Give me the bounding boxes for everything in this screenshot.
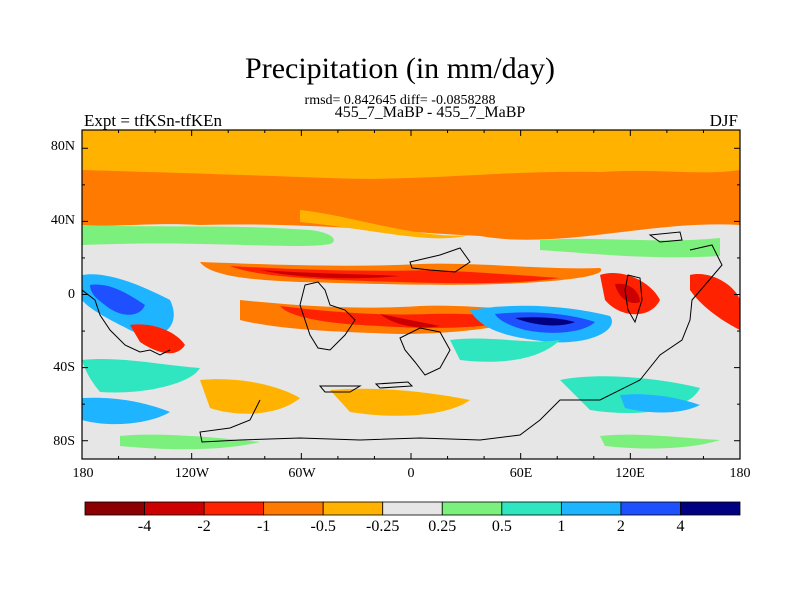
colorbar-label: -4 [137, 518, 152, 535]
colorbar-swatch [620, 501, 681, 516]
x-tick-label: 180 [72, 466, 94, 481]
colorbar-label: 1 [557, 518, 566, 535]
colorbar [84, 501, 741, 516]
x-tick-label: 60W [288, 466, 316, 481]
x-tick-label: 0 [407, 466, 415, 481]
colorbar-label: -2 [197, 518, 211, 535]
colorbar-swatch [263, 501, 324, 516]
stats-text: rmsd= 0.842645 diff= -0.0858288 [304, 93, 496, 108]
y-tick-label: 0 [68, 287, 75, 302]
colorbar-label: 0.25 [428, 518, 457, 535]
x-tick-label: 120E [615, 466, 645, 481]
x-tick-label: 180 [729, 466, 751, 481]
colorbar-swatch [144, 501, 205, 516]
colorbar-label: 0.5 [491, 518, 512, 535]
season-label: DJF [709, 111, 738, 130]
colorbar-swatch [84, 501, 145, 516]
coastlines [82, 231, 723, 443]
colorbar-swatch [203, 501, 265, 516]
colorbar-swatch [322, 501, 384, 516]
colorbar-swatch [501, 501, 562, 516]
map-title: Precipitation (in mm/day) [245, 52, 555, 85]
colorbar-label: -1 [256, 518, 271, 535]
y-tick-label: 40N [50, 213, 75, 228]
precip-field [82, 130, 740, 459]
colorbar-label: 4 [676, 518, 685, 535]
colorbar-swatch [680, 501, 741, 516]
colorbar-label: -0.25 [366, 518, 400, 535]
colorbar-swatch [560, 501, 622, 516]
experiment-label: Expt = tfKSn-tfKEn [84, 111, 223, 130]
x-tick-label: 60E [509, 466, 533, 481]
colorbar-label: 2 [616, 518, 625, 535]
colorbar-swatch [441, 501, 503, 516]
x-tick-label: 120W [174, 466, 210, 481]
y-tick-label: 80N [50, 139, 75, 154]
colorbar-swatch [382, 501, 443, 516]
y-tick-label: 80S [53, 434, 75, 449]
subtitle-text: 455_7_MaBP - 455_7_MaBP [334, 104, 526, 121]
y-tick-label: 40S [53, 360, 75, 375]
axis-ticks [81, 130, 741, 459]
colorbar-label: -0.5 [310, 518, 336, 535]
